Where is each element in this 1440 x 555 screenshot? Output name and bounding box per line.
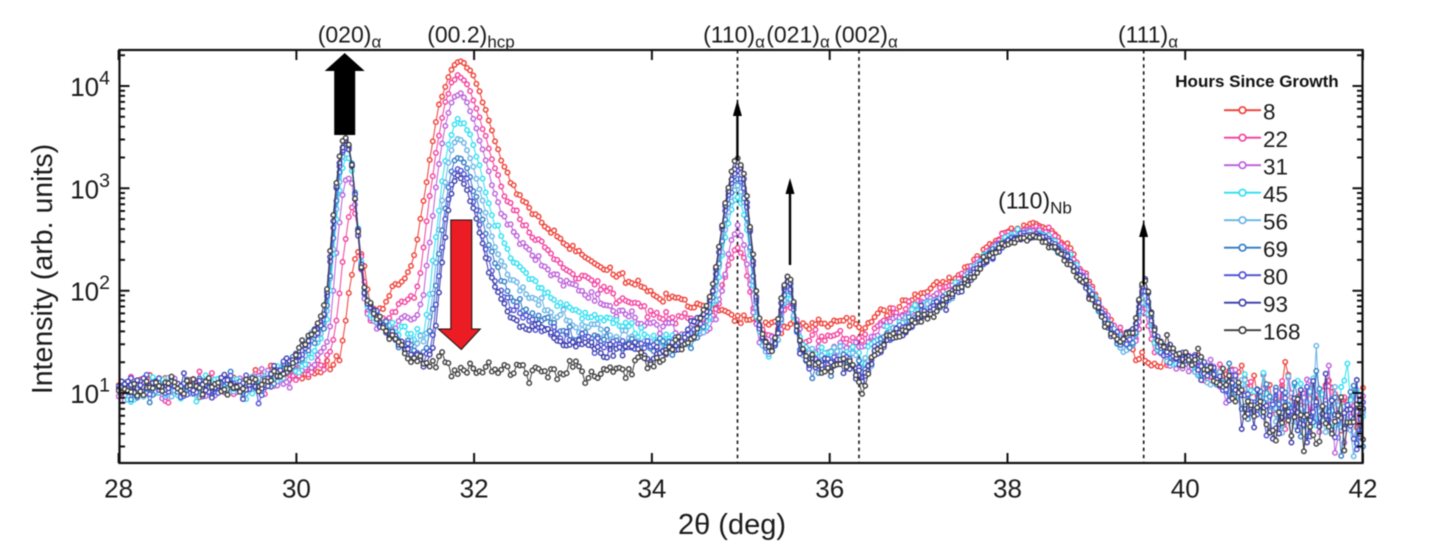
svg-text:8: 8 xyxy=(1263,100,1276,125)
svg-text:69: 69 xyxy=(1263,237,1288,262)
svg-text:38: 38 xyxy=(993,474,1022,504)
svg-text:93: 93 xyxy=(1263,292,1288,317)
svg-text:32: 32 xyxy=(460,474,489,504)
svg-text:42: 42 xyxy=(1349,474,1378,504)
svg-text:34: 34 xyxy=(637,474,666,504)
svg-text:(002)α: (002)α xyxy=(834,22,898,52)
svg-text:30: 30 xyxy=(282,474,311,504)
svg-text:56: 56 xyxy=(1263,210,1288,235)
svg-text:(021)α: (021)α xyxy=(766,22,830,52)
svg-text:45: 45 xyxy=(1263,182,1288,207)
svg-text:(00.2)hcp: (00.2)hcp xyxy=(427,22,515,52)
svg-text:2θ (deg): 2θ (deg) xyxy=(678,509,786,541)
svg-text:(111)α: (111)α xyxy=(1118,22,1178,52)
svg-text:80: 80 xyxy=(1263,265,1288,290)
svg-text:28: 28 xyxy=(104,474,133,504)
svg-text:22: 22 xyxy=(1263,127,1288,152)
svg-text:36: 36 xyxy=(815,474,844,504)
svg-text:Intensity (arb. units): Intensity (arb. units) xyxy=(27,144,59,394)
svg-text:40: 40 xyxy=(1171,474,1200,504)
svg-text:31: 31 xyxy=(1263,155,1288,180)
svg-text:(110)α: (110)α xyxy=(703,22,765,52)
svg-text:168: 168 xyxy=(1263,320,1301,345)
svg-text:(020)α: (020)α xyxy=(318,22,382,52)
svg-text:Hours Since Growth: Hours Since Growth xyxy=(1175,72,1338,91)
